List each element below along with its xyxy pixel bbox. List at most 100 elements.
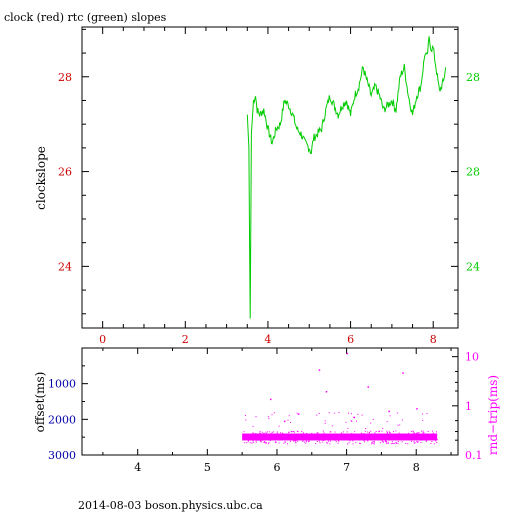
rnd-trip-point: [297, 436, 299, 438]
rnd-trip-point: [418, 432, 420, 434]
rnd-trip-point: [324, 420, 326, 422]
rnd-trip-point: [246, 442, 248, 444]
rnd-trip-point: [248, 438, 250, 440]
bottom-left-y-tick-label: 3000: [48, 449, 76, 462]
rnd-trip-point: [436, 438, 438, 440]
rnd-trip-point: [434, 438, 436, 439]
rnd-trip-point: [259, 432, 261, 434]
rnd-trip-point: [270, 435, 272, 437]
rnd-trip-point: [423, 439, 425, 441]
rnd-trip-point: [386, 430, 388, 432]
rnd-trip-point: [324, 434, 325, 436]
rnd-trip-point: [406, 436, 408, 438]
rnd-trip-outlier: [318, 369, 321, 371]
rnd-trip-point: [276, 431, 278, 433]
top-x-tick-label: 8: [430, 333, 437, 346]
rnd-trip-point: [319, 437, 321, 439]
top-y-tick-label-left: 28: [58, 71, 72, 84]
rnd-trip-point: [251, 437, 253, 439]
rnd-trip-point: [386, 432, 388, 434]
rnd-trip-point: [363, 441, 365, 443]
rnd-trip-point: [404, 434, 406, 436]
rnd-trip-point: [335, 435, 336, 437]
rnd-trip-point: [242, 437, 244, 439]
rnd-trip-point: [422, 413, 423, 415]
rnd-trip-point: [370, 422, 372, 424]
rnd-trip-point: [258, 434, 260, 436]
rnd-trip-point: [274, 437, 275, 439]
rnd-trip-point: [337, 438, 339, 440]
rnd-trip-point: [341, 438, 343, 440]
rnd-trip-point: [252, 432, 254, 434]
rnd-trip-point: [367, 431, 369, 433]
rnd-trip-point: [264, 438, 266, 440]
rnd-trip-point: [422, 432, 424, 434]
rnd-trip-point: [337, 442, 339, 444]
rnd-trip-point: [316, 432, 318, 434]
rnd-trip-point: [374, 433, 376, 435]
bottom-right-y-tick-label: 1: [465, 400, 472, 413]
rnd-trip-outlier: [346, 352, 349, 355]
rnd-trip-point: [295, 440, 297, 441]
rnd-trip-point: [299, 438, 301, 440]
rnd-trip-point: [387, 434, 389, 436]
rnd-trip-point: [308, 440, 310, 442]
rnd-trip-point: [299, 435, 300, 437]
rnd-trip-point: [413, 441, 415, 443]
rnd-trip-point: [402, 436, 404, 437]
rnd-trip-point: [386, 421, 388, 423]
rnd-trip-point: [336, 435, 338, 437]
bottom-left-y-axis-label: offset(ms): [33, 372, 47, 433]
rnd-trip-point: [371, 442, 373, 444]
rnd-trip-point: [295, 442, 297, 444]
rnd-trip-point: [429, 436, 431, 438]
rnd-trip-point: [366, 439, 368, 441]
rnd-trip-point: [263, 438, 265, 439]
rnd-trip-point: [344, 436, 345, 438]
rnd-trip-point: [296, 412, 298, 414]
rnd-trip-point: [278, 436, 280, 438]
rnd-trip-point: [372, 441, 374, 443]
rnd-trip-point: [286, 435, 288, 437]
rnd-trip-point: [386, 442, 388, 444]
rnd-trip-point: [417, 442, 419, 444]
rnd-trip-point: [283, 442, 285, 444]
rnd-trip-point: [414, 435, 416, 437]
rnd-trip-point: [395, 442, 397, 444]
rnd-trip-point: [385, 440, 387, 442]
rnd-trip-point: [307, 441, 309, 443]
rnd-trip-point: [393, 436, 395, 438]
rnd-trip-point: [263, 437, 265, 439]
rnd-trip-point: [346, 431, 348, 433]
rnd-trip-point: [265, 438, 267, 440]
rnd-trip-point: [288, 432, 290, 434]
rnd-trip-point: [315, 443, 317, 445]
rnd-trip-point: [397, 424, 399, 426]
rnd-trip-point: [422, 438, 424, 439]
rnd-trip-point: [243, 435, 245, 437]
rnd-trip-point: [267, 416, 269, 418]
rnd-trip-point: [436, 441, 438, 443]
rnd-trip-point: [251, 442, 253, 444]
rnd-trip-point: [265, 442, 267, 444]
rnd-trip-point: [375, 431, 377, 432]
rnd-trip-point: [384, 438, 386, 439]
rnd-trip-outlier: [388, 410, 390, 413]
rnd-trip-point: [276, 438, 278, 440]
rnd-trip-point: [293, 439, 295, 441]
rnd-trip-point: [397, 441, 399, 443]
rnd-trip-point: [328, 439, 330, 441]
rnd-trip-point: [373, 440, 375, 442]
rnd-trip-point: [431, 441, 433, 442]
rnd-trip-point: [390, 443, 392, 445]
rnd-trip-point: [367, 440, 369, 442]
rnd-trip-point: [330, 431, 332, 433]
rnd-trip-point: [345, 421, 347, 423]
rnd-trip-point: [305, 441, 307, 443]
rnd-trip-point: [248, 436, 250, 438]
rnd-trip-point: [426, 413, 428, 415]
bottom-x-tick-label: 8: [413, 461, 420, 474]
rnd-trip-point: [298, 434, 300, 436]
top-plot-series: [246, 36, 447, 319]
rnd-trip-point: [275, 441, 277, 443]
